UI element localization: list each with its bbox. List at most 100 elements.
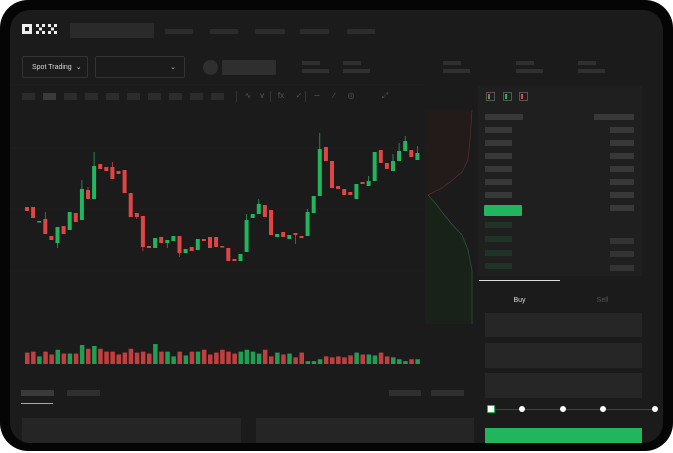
timeframe-button[interactable] [43, 93, 56, 100]
ask-price [485, 140, 512, 146]
pair-dropdown[interactable]: ⌄ [95, 56, 185, 78]
buy-button[interactable] [485, 428, 642, 443]
volume-bar [397, 359, 402, 364]
volume-bar [305, 361, 311, 364]
ask-price [485, 153, 512, 159]
volume-bar [336, 356, 341, 364]
candle-body [134, 213, 139, 217]
candle-body [342, 189, 347, 195]
nav-item[interactable] [165, 29, 193, 34]
market-stat-value [443, 69, 470, 73]
volume-bar [342, 357, 347, 364]
slider-handle[interactable] [487, 405, 495, 413]
volume-bar [293, 357, 298, 364]
slider-stop-25[interactable] [519, 406, 525, 412]
volume-bar [171, 356, 176, 364]
timeframe-button[interactable] [22, 93, 35, 100]
price-input[interactable] [485, 313, 642, 337]
slider-stop-100[interactable] [652, 406, 658, 412]
nav-item[interactable] [210, 29, 238, 34]
ask-amount [610, 205, 634, 211]
market-type-dropdown[interactable]: Spot Trading ⌄ [22, 56, 88, 78]
candle-body [323, 147, 328, 161]
timeframe-button[interactable] [190, 93, 203, 100]
timeframe-button[interactable] [211, 93, 224, 100]
depth-bids-line [427, 194, 473, 324]
candle-body [25, 207, 29, 211]
settings-icon[interactable]: ◎ [347, 91, 355, 100]
slider-stop-75[interactable] [600, 406, 606, 412]
toolbar-divider [270, 91, 271, 102]
ask-price [485, 166, 512, 172]
volume-bar [49, 354, 54, 364]
candle-body [104, 167, 109, 171]
volume-bar [128, 348, 134, 364]
volume-bar [153, 344, 158, 364]
ask-price [485, 127, 512, 133]
timeframe-button[interactable] [106, 93, 119, 100]
timeframe-button[interactable] [64, 93, 77, 100]
order-history-tab[interactable] [67, 390, 100, 396]
amount-input[interactable] [485, 343, 642, 368]
ask-amount [610, 166, 634, 172]
camera-icon[interactable]: ∕ [333, 91, 335, 100]
last-price-badge[interactable] [484, 205, 522, 216]
sell-tab-label: Sell [596, 297, 609, 304]
search-input[interactable] [70, 23, 154, 38]
candle-body [67, 212, 72, 230]
bottom-filter-button[interactable] [389, 390, 421, 396]
bottom-filter-button[interactable] [431, 390, 464, 396]
bids-icon[interactable] [502, 92, 512, 101]
volume-bar [116, 354, 121, 364]
nav-item[interactable] [255, 29, 285, 34]
timeframe-button[interactable] [169, 93, 182, 100]
orderbook-header-amount [594, 114, 634, 120]
volume-bar [232, 353, 237, 364]
sell-tab[interactable]: Sell [562, 280, 643, 304]
nav-item[interactable] [347, 29, 375, 34]
candle-body [311, 196, 316, 213]
candle-body [250, 214, 255, 218]
candle-body [287, 235, 292, 239]
timeframe-button[interactable] [127, 93, 140, 100]
buy-tab[interactable]: Buy [479, 280, 560, 304]
fx-icon[interactable]: fx [277, 91, 285, 100]
volume-bar [220, 349, 225, 364]
candle-body [177, 236, 182, 253]
candle-body [122, 170, 127, 193]
candlestick-chart[interactable] [10, 10, 480, 380]
okx-logo[interactable] [22, 23, 64, 35]
ask-amount [610, 140, 634, 146]
volume-bar [366, 354, 372, 364]
trend-icon[interactable]: ✓ [295, 91, 303, 100]
open-orders-tab[interactable] [21, 390, 54, 396]
both-sides-icon[interactable] [486, 92, 495, 101]
candle-body [171, 236, 176, 241]
draw-icon[interactable]: ∼ [313, 91, 321, 100]
app-screen: Spot Trading ⌄ ⌄ ∿ ∨ fx ✓ ∼ ∕ ◎ ⤢ Buy Sell [10, 10, 663, 443]
line-icon[interactable]: ∿ [244, 91, 252, 100]
volume-bar [317, 359, 323, 364]
amount-slider[interactable] [487, 403, 659, 415]
timeframe-button[interactable] [148, 93, 161, 100]
ask-price [485, 179, 512, 185]
toolbar-divider [305, 91, 306, 102]
volume-bar [409, 359, 414, 364]
indicator-icon[interactable]: ∨ [259, 91, 265, 100]
ask-amount [610, 127, 634, 133]
fullscreen-icon[interactable]: ⤢ [381, 91, 389, 100]
market-type-label: Spot Trading [32, 63, 72, 71]
candle-body [208, 237, 212, 248]
timeframe-button[interactable] [85, 93, 98, 100]
slider-stop-50[interactable] [560, 406, 566, 412]
volume-bar [43, 351, 48, 364]
volume-bar [360, 354, 365, 364]
volume-bar [25, 352, 30, 364]
total-input[interactable] [485, 373, 642, 398]
volume-bar [287, 353, 292, 364]
candle-body [348, 192, 353, 195]
asks-icon[interactable] [519, 92, 528, 101]
volume-bar [55, 349, 60, 364]
candle-body [244, 220, 249, 252]
nav-item[interactable] [300, 29, 329, 34]
